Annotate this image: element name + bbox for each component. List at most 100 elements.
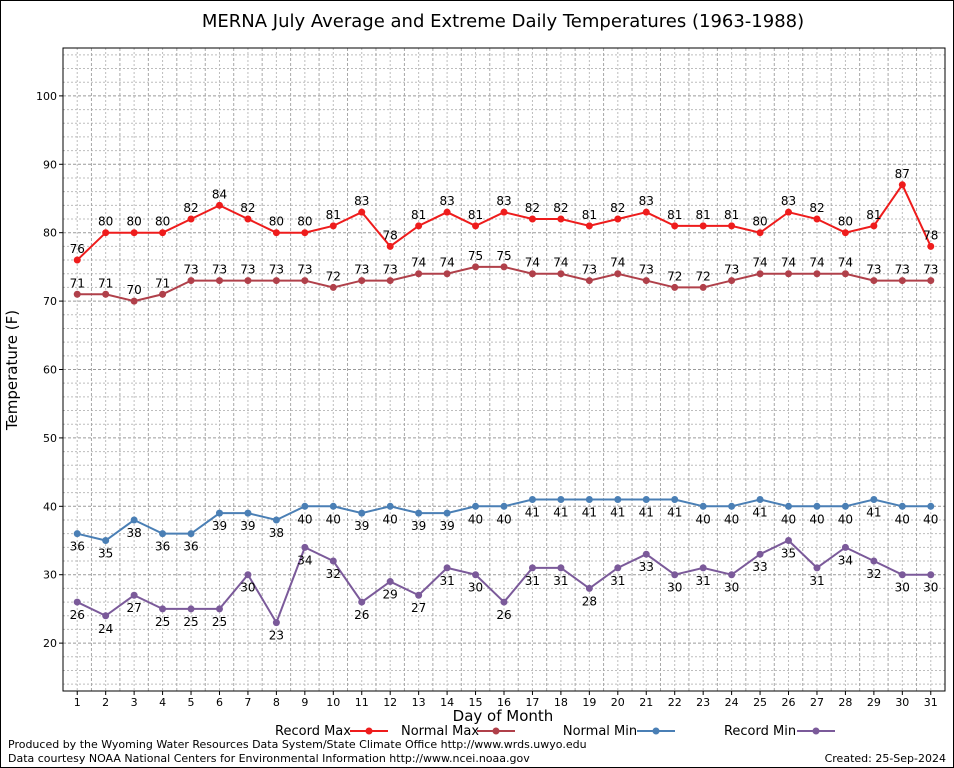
normal-max-point (756, 270, 764, 278)
record-max-data-label: 82 (809, 201, 824, 215)
normal-min-point (841, 502, 849, 510)
normal-max-point (244, 277, 252, 285)
record-min-data-label: 31 (696, 574, 711, 588)
y-tick-label: 60 (43, 364, 57, 377)
record-min-data-label: 24 (98, 622, 113, 636)
normal-max-data-label: 74 (809, 256, 824, 270)
record-min-data-label: 30 (468, 581, 483, 595)
record-min-point (642, 550, 650, 558)
normal-max-data-label: 75 (496, 249, 511, 263)
normal-max-data-label: 71 (70, 276, 85, 290)
record-max-data-label: 80 (269, 215, 284, 229)
normal-min-data-label: 40 (781, 512, 796, 526)
legend-marker (492, 727, 500, 735)
record-min-data-label: 27 (126, 601, 141, 615)
normal-min-point (557, 495, 565, 503)
record-min-point (756, 550, 764, 558)
normal-max-point (130, 297, 138, 305)
record-min-data-label: 31 (809, 574, 824, 588)
record-max-data-label: 80 (155, 215, 170, 229)
normal-max-point (671, 283, 679, 291)
x-tick-label: 25 (753, 696, 767, 709)
normal-max-data-label: 73 (923, 263, 938, 277)
record-max-point (500, 208, 508, 216)
record-max-data-label: 80 (126, 215, 141, 229)
record-min-data-label: 33 (752, 560, 767, 574)
normal-min-data-label: 40 (923, 512, 938, 526)
normal-max-point (329, 283, 337, 291)
normal-max-data-label: 73 (269, 263, 284, 277)
record-max-data-label: 83 (439, 194, 454, 208)
normal-min-point (272, 516, 280, 524)
normal-max-point (472, 263, 480, 271)
record-min-point (585, 584, 593, 592)
record-min-point (102, 612, 110, 620)
record-max-data-label: 76 (70, 242, 85, 256)
normal-max-data-label: 73 (212, 263, 227, 277)
normal-min-data-label: 40 (838, 512, 853, 526)
record-min-point (557, 564, 565, 572)
normal-min-point (301, 502, 309, 510)
record-max-point (642, 208, 650, 216)
normal-max-point (215, 277, 223, 285)
x-tick-label: 16 (497, 696, 511, 709)
x-tick-label: 22 (668, 696, 682, 709)
record-min-data-label: 30 (724, 581, 739, 595)
normal-max-point (415, 270, 423, 278)
normal-min-point (699, 502, 707, 510)
legend-label: Normal Min (563, 724, 637, 739)
normal-max-data-label: 71 (155, 276, 170, 290)
normal-max-point (73, 290, 81, 298)
x-tick-label: 13 (412, 696, 426, 709)
legend-marker (365, 727, 373, 735)
record-max-point (699, 222, 707, 230)
record-min-point (215, 605, 223, 613)
normal-max-point (841, 270, 849, 278)
normal-min-data-label: 35 (98, 547, 113, 561)
normal-max-point (898, 277, 906, 285)
normal-max-data-label: 74 (553, 256, 568, 270)
normal-max-point (642, 277, 650, 285)
normal-min-data-label: 40 (724, 512, 739, 526)
normal-max-data-label: 73 (866, 263, 881, 277)
normal-max-data-label: 73 (183, 263, 198, 277)
record-max-point (443, 208, 451, 216)
normal-min-point (386, 502, 394, 510)
record-min-point (500, 598, 508, 606)
record-min-data-label: 26 (354, 608, 369, 622)
record-max-data-label: 83 (781, 194, 796, 208)
normal-max-data-label: 73 (297, 263, 312, 277)
normal-max-point (187, 277, 195, 285)
normal-min-point (898, 502, 906, 510)
normal-max-data-label: 72 (326, 269, 341, 283)
record-min-data-label: 31 (610, 574, 625, 588)
record-max-data-label: 82 (240, 201, 255, 215)
record-max-data-label: 81 (866, 208, 881, 222)
record-min-data-label: 35 (781, 547, 796, 561)
x-tick-label: 3 (131, 696, 138, 709)
grid (63, 48, 946, 691)
normal-min-data-label: 41 (752, 505, 767, 519)
record-min-point (358, 598, 366, 606)
normal-max-data-label: 73 (639, 263, 654, 277)
normal-max-data-label: 73 (240, 263, 255, 277)
normal-min-point (927, 502, 935, 510)
record-min-data-label: 25 (155, 615, 170, 629)
record-min-data-label: 29 (383, 588, 398, 602)
x-tick-label: 14 (440, 696, 454, 709)
record-min-data-label: 26 (70, 608, 85, 622)
y-tick-label: 80 (43, 227, 57, 240)
normal-max-data-label: 73 (582, 263, 597, 277)
normal-min-point (472, 502, 480, 510)
record-max-point (73, 256, 81, 264)
normal-min-point (187, 530, 195, 538)
record-max-point (728, 222, 736, 230)
x-tick-label: 20 (611, 696, 625, 709)
normal-min-point (785, 502, 793, 510)
normal-min-point (671, 495, 679, 503)
record-max-data-label: 83 (496, 194, 511, 208)
record-min-point (870, 557, 878, 565)
record-min-point (614, 564, 622, 572)
